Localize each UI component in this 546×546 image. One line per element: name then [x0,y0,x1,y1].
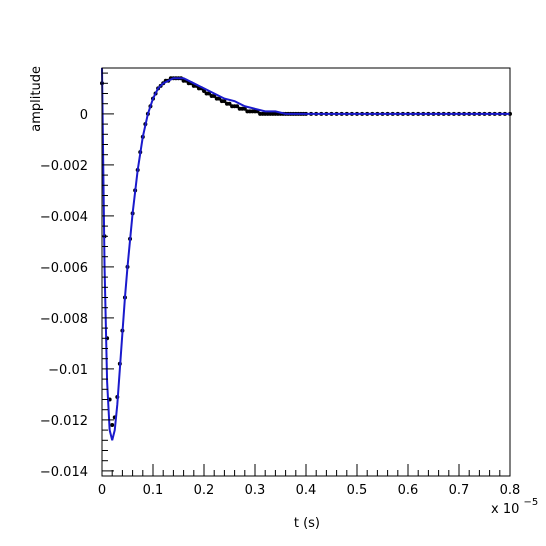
data-point [227,101,232,106]
data-point [110,423,115,427]
y-tick-label: −0.008 [40,312,88,327]
x-tick-label: 0 [98,483,106,498]
x-tick-label: 0.8 [500,483,521,498]
x-ticks: 0 0.1 0.2 0.3 0.4 0.5 0.6 0.7 0.8 [98,464,520,498]
x-tick-label: 0.4 [296,483,317,498]
y-tick-label: −0.012 [40,414,88,429]
plot-marks [100,67,512,441]
x-tick-label: 0.5 [347,483,368,498]
x-tick-label: 0.6 [398,483,419,498]
fit-curve [101,67,510,441]
data-point [235,104,240,109]
x-axis-title: t (s) [294,516,320,531]
x-tick-label: 0.2 [194,483,215,498]
y-tick-label: −0.01 [48,363,88,378]
x-tick-label: 0.1 [143,483,164,498]
y-tick-label: −0.006 [40,261,88,276]
data-point [242,106,247,111]
x-axis-exponent-power: −5 [524,497,539,508]
y-tick-label: −0.004 [40,210,88,225]
x-tick-label: 0.3 [245,483,266,498]
x-axis-exponent-base: x 10 [491,502,519,517]
y-tick-label: 0 [80,108,88,123]
y-axis-title: amplitude [29,66,44,132]
data-point [222,99,227,104]
x-axis-exponent: x 10 −5 [491,497,538,517]
x-tick-label: 0.7 [449,483,470,498]
y-tick-label: −0.014 [40,465,88,480]
y-tick-label: −0.002 [40,159,88,174]
y-ticks: 0 −0.002 −0.004 −0.006 −0.008 −0.01 −0.012 −0.0… [40,72,114,480]
